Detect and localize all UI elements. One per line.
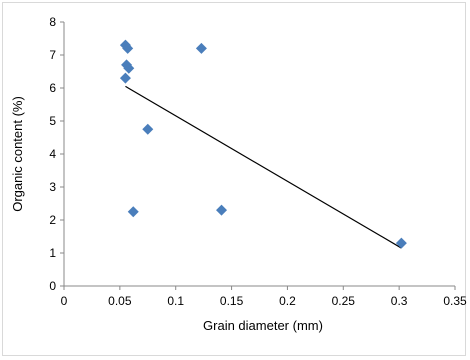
y-tick-label: 5 <box>49 114 56 128</box>
y-tick-label: 1 <box>49 246 56 260</box>
y-axis-title: Organic content (%) <box>10 96 25 212</box>
y-axis-ticks: 0 1 2 3 4 5 6 7 8 <box>49 15 64 293</box>
data-point <box>119 72 131 84</box>
x-axis-ticks: 0 0.05 0.1 0.15 0.2 0.25 0.3 0.35 <box>61 286 467 308</box>
data-point <box>122 42 134 54</box>
x-tick-label: 0.15 <box>220 294 244 308</box>
data-point <box>142 123 154 135</box>
y-tick-label: 0 <box>49 279 56 293</box>
data-points <box>119 39 407 249</box>
y-tick-label: 3 <box>49 180 56 194</box>
data-point <box>195 42 207 54</box>
x-tick-label: 0.3 <box>391 294 408 308</box>
data-point <box>395 237 407 249</box>
data-point <box>123 62 135 74</box>
trendline <box>125 85 402 249</box>
x-tick-label: 0.05 <box>108 294 132 308</box>
y-tick-label: 6 <box>49 81 56 95</box>
x-tick-label: 0.2 <box>279 294 296 308</box>
x-tick-label: 0 <box>61 294 68 308</box>
data-point <box>127 206 139 218</box>
x-tick-label: 0.1 <box>167 294 184 308</box>
y-tick-label: 7 <box>49 48 56 62</box>
x-tick-label: 0.35 <box>443 294 467 308</box>
y-tick-label: 8 <box>49 15 56 29</box>
y-tick-label: 2 <box>49 213 56 227</box>
x-tick-label: 0.25 <box>332 294 356 308</box>
chart-area <box>2 2 466 356</box>
y-tick-label: 4 <box>49 147 56 161</box>
x-axis-title: Grain diameter (mm) <box>203 318 323 333</box>
data-point <box>216 204 228 216</box>
